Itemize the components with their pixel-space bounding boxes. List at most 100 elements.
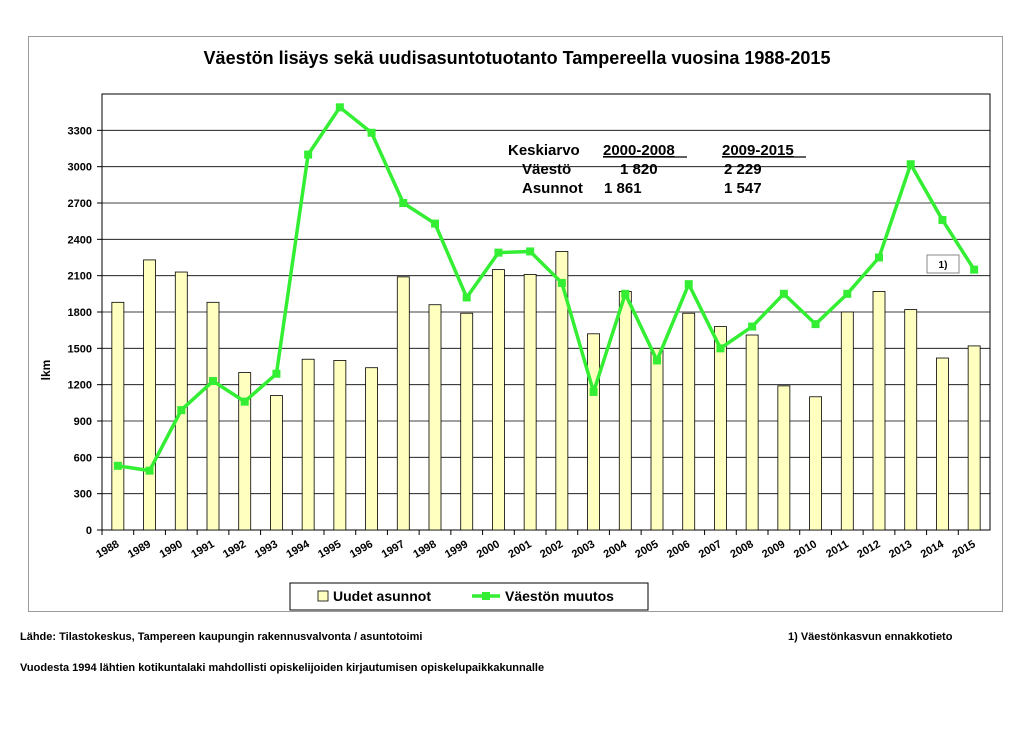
y-tick-label: 0 <box>86 525 92 537</box>
legend-box <box>289 582 649 611</box>
x-tick-label: 1997 <box>380 538 407 561</box>
bar-uudet-asunnot <box>967 345 981 531</box>
bar-uudet-asunnot <box>587 333 600 531</box>
summary-period2: 2009-2015 <box>722 142 794 159</box>
x-tick-label: 1991 <box>189 538 216 561</box>
summary-row-value1: 1 820 <box>620 161 658 178</box>
bar-uudet-asunnot <box>143 259 156 531</box>
bar-uudet-asunnot <box>777 385 791 531</box>
y-tick-label: 2100 <box>68 271 92 283</box>
marker-vaeston-muutos <box>335 103 344 112</box>
bar-uudet-asunnot <box>301 358 315 531</box>
summary-row-value2: 1 547 <box>724 180 762 197</box>
bar-uudet-asunnot <box>618 291 632 531</box>
marker-vaeston-muutos <box>970 265 979 274</box>
y-tick-label: 600 <box>74 452 92 464</box>
line-vaeston-muutos <box>117 105 976 473</box>
y-tick-label: 3000 <box>68 162 92 174</box>
annotation-label: 1) <box>939 260 948 271</box>
bar-uudet-asunnot <box>904 309 918 531</box>
bar-uudet-asunnot <box>682 312 696 531</box>
marker-vaeston-muutos <box>843 289 852 298</box>
bar-uudet-asunnot <box>270 395 283 531</box>
x-tick-label: 2013 <box>887 538 914 561</box>
bar-uudet-asunnot <box>460 312 474 531</box>
marker-vaeston-muutos <box>177 406 186 415</box>
x-tick-label: 1999 <box>443 538 470 561</box>
marker-vaeston-muutos <box>589 387 598 396</box>
x-tick-label: 2000 <box>475 538 502 561</box>
x-tick-label: 2009 <box>760 538 787 561</box>
bar-uudet-asunnot <box>174 271 188 531</box>
marker-vaeston-muutos <box>113 461 122 470</box>
bar-uudet-asunnot <box>650 347 664 531</box>
y-tick-label: 300 <box>74 489 92 501</box>
x-tick-label: 2002 <box>538 538 565 561</box>
x-tick-label: 2001 <box>506 538 533 561</box>
summary-row-value1: 1 861 <box>604 180 642 197</box>
marker-vaeston-muutos <box>462 293 471 302</box>
y-tick-label: 3300 <box>68 125 92 137</box>
x-tick-label: 2003 <box>570 538 597 561</box>
marker-vaeston-muutos <box>716 344 725 353</box>
marker-vaeston-muutos <box>399 199 408 207</box>
bar-uudet-asunnot <box>523 274 537 531</box>
x-tick-label: 1990 <box>158 538 185 561</box>
marker-vaeston-muutos <box>938 215 947 224</box>
y-tick-label: 1800 <box>68 307 92 319</box>
x-tick-label: 1989 <box>126 538 153 561</box>
marker-vaeston-muutos <box>272 369 281 378</box>
bar-uudet-asunnot <box>936 357 949 531</box>
legend-label-vaeston-muutos: Väestön muutos <box>505 588 614 604</box>
source-text: Lähde: Tilastokeskus, Tampereen kaupungi… <box>20 631 423 643</box>
bar-uudet-asunnot <box>238 372 252 531</box>
y-tick-label: 1500 <box>68 343 92 355</box>
marker-vaeston-muutos <box>367 128 376 137</box>
bar-uudet-asunnot <box>714 326 727 531</box>
bar-uudet-asunnot <box>365 367 378 531</box>
x-tick-label: 2004 <box>602 538 630 561</box>
x-tick-label: 2014 <box>919 538 947 561</box>
bar-uudet-asunnot <box>492 269 505 531</box>
y-tick-label: 2700 <box>68 198 92 210</box>
y-tick-label: 1200 <box>68 380 92 392</box>
bar-uudet-asunnot <box>745 334 759 531</box>
bar-uudet-asunnot <box>396 276 410 531</box>
x-tick-label: 2012 <box>855 538 882 561</box>
chart-canvas: Väestön lisäys sekä uudisasuntotuotanto … <box>39 48 991 611</box>
chart-title: Väestön lisäys sekä uudisasuntotuotanto … <box>204 48 831 68</box>
y-tick-label: 2400 <box>68 234 92 246</box>
marker-vaeston-muutos <box>209 377 217 386</box>
chart-frame <box>28 36 1003 612</box>
x-tick-label: 1994 <box>284 538 312 561</box>
y-axis-label: lkm <box>39 360 53 381</box>
bar-uudet-asunnot <box>333 360 347 531</box>
marker-vaeston-muutos <box>431 219 439 228</box>
y-tick-label: 900 <box>74 416 92 428</box>
annotation-box <box>926 254 960 274</box>
marker-vaeston-muutos <box>875 253 883 262</box>
bar-uudet-asunnot <box>840 311 854 531</box>
x-tick-label: 2006 <box>665 538 692 561</box>
x-tick-label: 2015 <box>950 538 977 561</box>
x-tick-label: 1995 <box>316 538 343 561</box>
marker-vaeston-muutos <box>684 280 693 289</box>
marker-vaeston-muutos <box>811 320 820 329</box>
x-tick-label: 1996 <box>348 538 375 561</box>
legend-swatch-bar <box>317 590 329 602</box>
x-tick-label: 1988 <box>94 538 121 561</box>
x-tick-label: 2007 <box>697 538 724 561</box>
marker-vaeston-muutos <box>526 247 535 256</box>
x-tick-label: 1992 <box>221 538 248 561</box>
marker-vaeston-muutos <box>557 278 566 287</box>
summary-row-value2: 2 229 <box>724 161 762 178</box>
x-tick-label: 2011 <box>824 538 851 560</box>
x-tick-label: 1993 <box>253 538 280 561</box>
summary-row-label: Asunnot <box>522 180 583 197</box>
marker-vaeston-muutos <box>621 289 630 298</box>
marker-vaeston-muutos <box>748 322 757 331</box>
x-tick-label: 2005 <box>633 538 660 561</box>
legend-label-uudet-asunnot: Uudet asunnot <box>333 588 431 604</box>
summary-row-label: Väestö <box>522 161 571 178</box>
bar-uudet-asunnot <box>872 291 886 531</box>
